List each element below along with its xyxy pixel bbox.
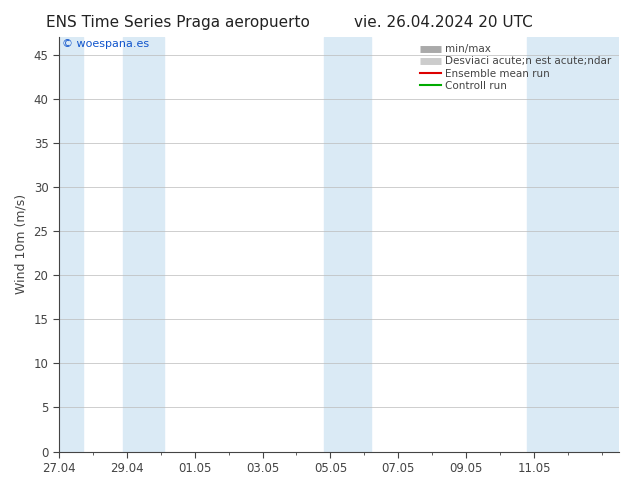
Bar: [527, 37, 619, 452]
Bar: [124, 37, 164, 452]
Text: © woespana.es: © woespana.es: [61, 39, 149, 49]
Y-axis label: Wind 10m (m/s): Wind 10m (m/s): [15, 194, 28, 294]
Bar: [59, 37, 82, 452]
Text: vie. 26.04.2024 20 UTC: vie. 26.04.2024 20 UTC: [354, 15, 533, 30]
Bar: [323, 37, 371, 452]
Text: ENS Time Series Praga aeropuerto: ENS Time Series Praga aeropuerto: [46, 15, 309, 30]
Legend: min/max, Desviaci acute;n est acute;ndar, Ensemble mean run, Controll run: min/max, Desviaci acute;n est acute;ndar…: [418, 42, 614, 93]
